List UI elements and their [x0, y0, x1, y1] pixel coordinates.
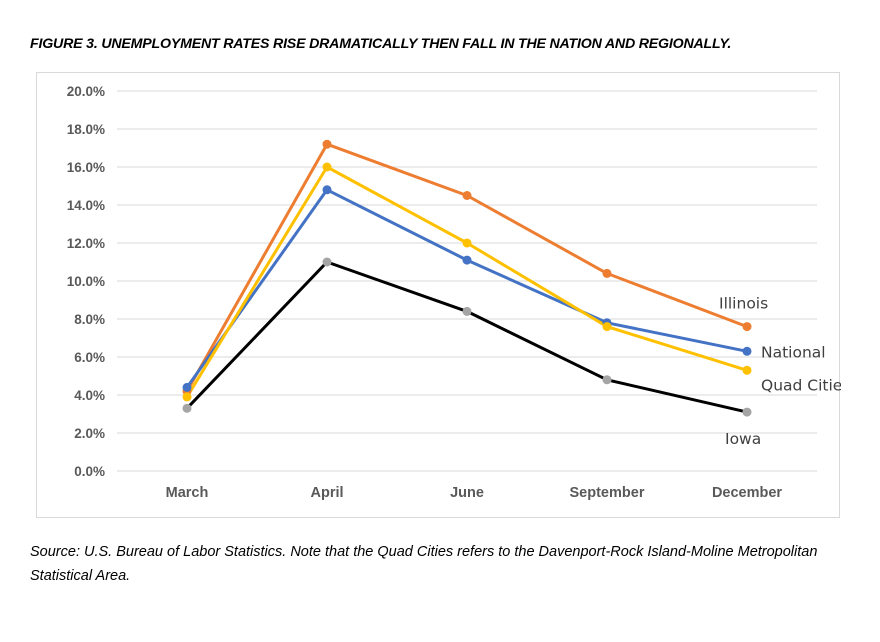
y-tick-label: 16.0%	[67, 160, 105, 175]
y-tick-label: 4.0%	[74, 388, 105, 403]
data-point-illinois	[462, 191, 472, 200]
data-point-iowa	[602, 375, 612, 385]
line-chart: 0.0% 2.0% 4.0% 6.0% 8.0% 10.0% 12.0% 14.0% 16.0%…	[67, 84, 841, 501]
data-point-iowa	[182, 403, 192, 413]
series-line-quad-cities	[185, 165, 749, 399]
data-point-national	[462, 255, 472, 265]
data-point-iowa	[742, 407, 752, 417]
x-tick-label: September	[570, 485, 645, 501]
series-label-national: National	[761, 343, 826, 361]
data-point-quad-cities	[742, 365, 752, 375]
data-point-iowa	[462, 306, 472, 316]
data-point-quad-cities	[602, 322, 612, 332]
data-point-iowa	[322, 257, 332, 267]
y-tick-label: 18.0%	[67, 122, 105, 137]
data-point-national	[182, 382, 192, 392]
y-tick-label: 14.0%	[67, 198, 105, 213]
y-tick-label: 2.0%	[74, 426, 105, 441]
series-line-national	[185, 188, 749, 389]
data-point-national	[742, 346, 752, 356]
data-point-illinois	[742, 322, 752, 332]
x-tick-label: March	[166, 485, 209, 501]
y-tick-label: 6.0%	[74, 350, 105, 365]
x-tick-label: December	[712, 485, 782, 501]
x-tick-label: June	[450, 485, 484, 501]
series-label-illinois: Illinois	[719, 295, 768, 313]
data-point-national	[322, 185, 332, 195]
series-label-iowa: Iowa	[725, 430, 761, 448]
y-tick-label: 0.0%	[74, 464, 105, 479]
chart-area: 0.0% 2.0% 4.0% 6.0% 8.0% 10.0% 12.0% 14.0% 16.0%…	[36, 72, 841, 518]
data-point-illinois	[322, 139, 332, 149]
series-line-iowa	[185, 260, 749, 414]
y-tick-label: 10.0%	[67, 274, 105, 289]
source-note: Source: U.S. Bureau of Labor Statistics.…	[30, 544, 818, 584]
y-tick-label: 20.0%	[67, 84, 105, 99]
series-label-quad-cities: Quad Cities	[761, 376, 841, 394]
figure-title: FIGURE 3. UNEMPLOYMENT RATES RISE DRAMAT…	[30, 36, 732, 52]
y-tick-label: 12.0%	[67, 236, 105, 251]
data-point-illinois	[602, 268, 612, 278]
data-point-quad-cities	[462, 238, 472, 248]
y-tick-label: 8.0%	[74, 312, 105, 327]
data-point-quad-cities	[322, 162, 332, 172]
data-point-quad-cities	[182, 392, 192, 402]
x-tick-label: April	[310, 485, 343, 501]
